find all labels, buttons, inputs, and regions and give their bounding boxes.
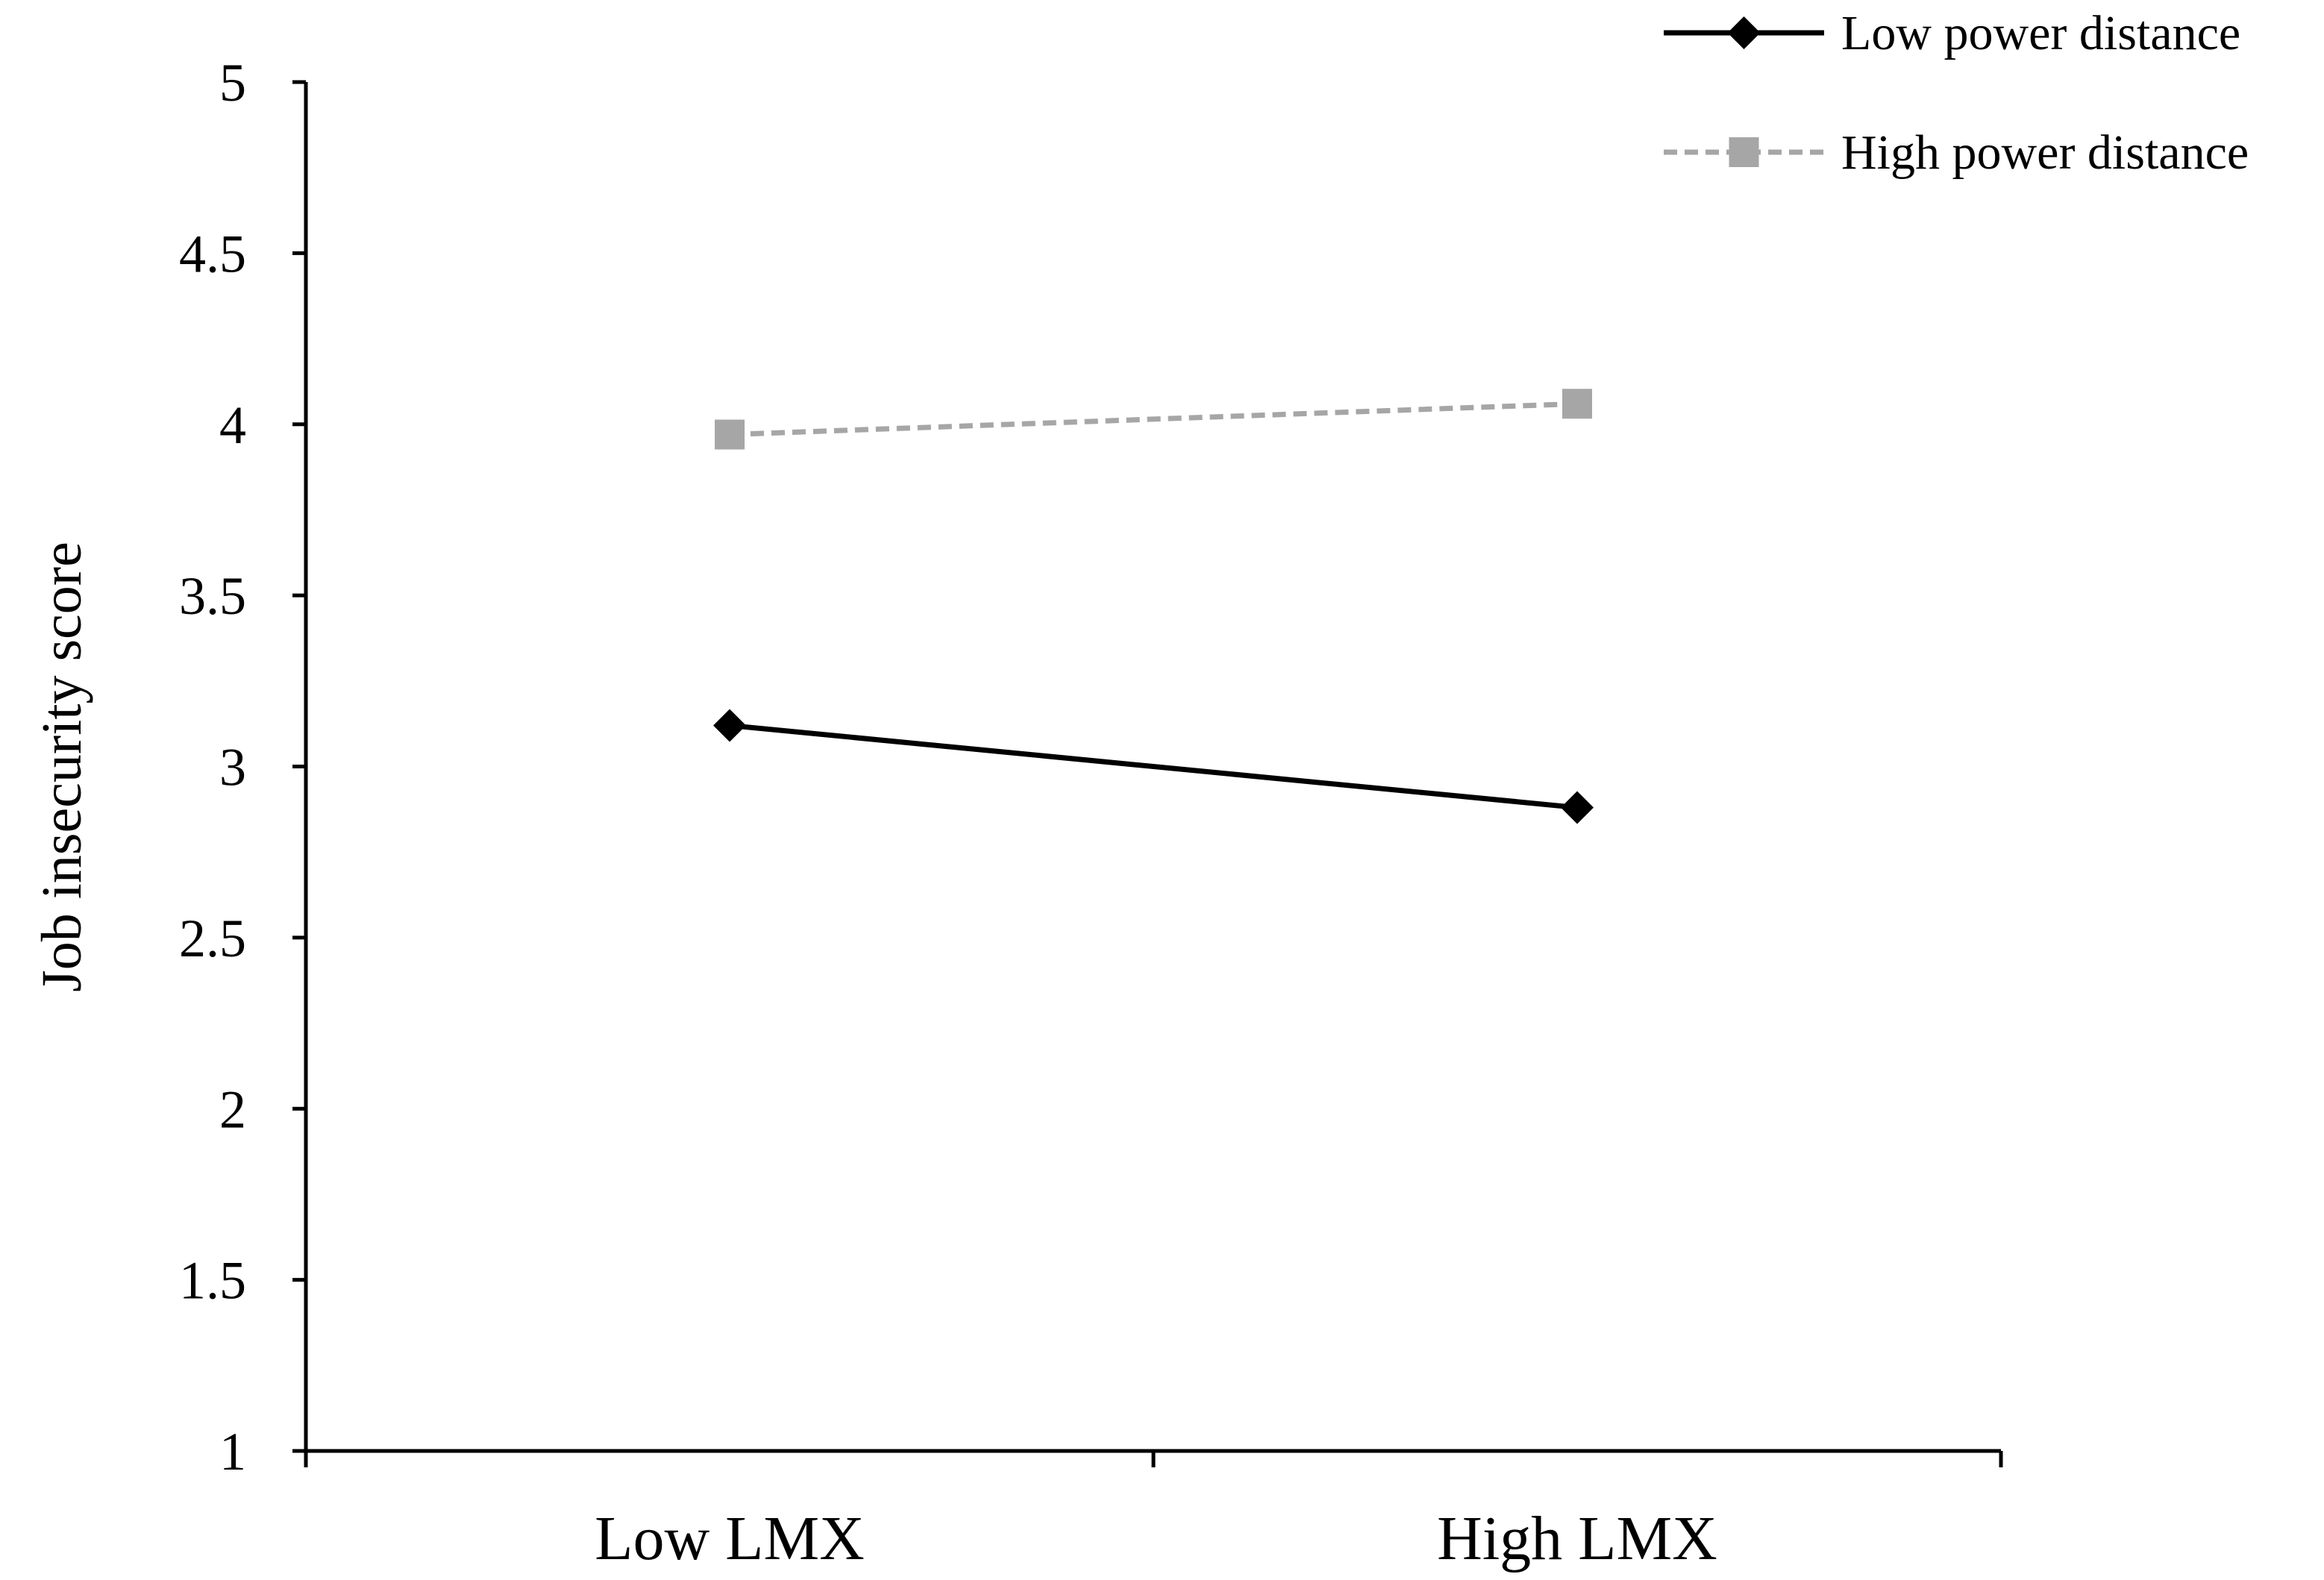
y-tick-label: 3.5 (179, 566, 246, 626)
series-layer (713, 389, 1594, 824)
legend-marker (1729, 137, 1759, 167)
legend-label: Low power distance (1841, 6, 2240, 60)
y-tick-label: 5 (219, 53, 246, 113)
y-tick-label: 1.5 (179, 1251, 246, 1311)
y-tick-label: 3 (219, 738, 246, 797)
x-ticks: Low LMX High LMX (304, 1451, 2003, 1573)
x-axis: Low LMX High LMX (304, 1449, 2003, 1573)
y-axis-title: Job insecurity score (31, 542, 93, 992)
y-tick-label: 4.5 (179, 224, 246, 283)
y-tick-label: 4 (219, 395, 246, 455)
legend: Low power distance High power distance (1664, 6, 2249, 180)
legend-item: High power distance (1664, 125, 2249, 180)
legend-item: Low power distance (1664, 6, 2240, 60)
y-tick-label: 1 (219, 1422, 246, 1482)
x-tick-label: High LMX (1437, 1504, 1717, 1573)
x-tick-label: Low LMX (595, 1504, 865, 1573)
y-tick-label: 2 (219, 1079, 246, 1139)
series-low-power-distance (713, 709, 1594, 824)
data-point (1562, 389, 1592, 419)
data-point (713, 709, 746, 742)
y-tick-label: 2.5 (179, 909, 246, 968)
series-high-power-distance (715, 389, 1592, 450)
data-point (715, 419, 745, 450)
legend-marker (1727, 16, 1761, 49)
y-ticks: 1 1.5 2 2.5 3 3.5 4 4.5 5 (179, 53, 306, 1482)
legend-label: High power distance (1841, 125, 2249, 180)
series-line (729, 722, 1578, 811)
series-line (729, 401, 1578, 438)
data-point (1561, 791, 1594, 824)
y-axis: 1 1.5 2 2.5 3 3.5 4 4.5 5 (179, 53, 308, 1482)
